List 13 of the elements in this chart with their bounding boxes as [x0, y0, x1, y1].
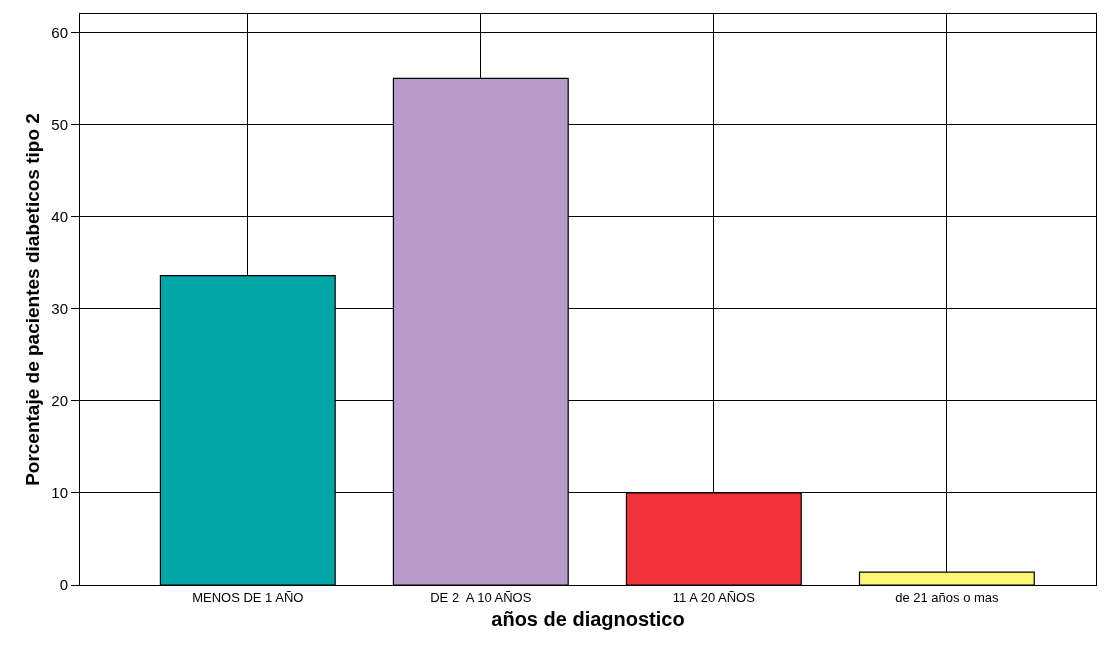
y-tick-label: 0 — [59, 576, 68, 594]
x-axis-title: años de diagnostico — [491, 608, 685, 631]
x-tick-label: 11 A 20 AÑOS — [672, 589, 756, 605]
y-tick-label: 50 — [51, 115, 68, 133]
y-tick-label: 60 — [51, 23, 68, 41]
x-tick-label: DE 2 A 10 AÑOS — [430, 589, 532, 605]
x-tick-label: MENOS DE 1 AÑO — [192, 589, 304, 605]
y-tick-label: 30 — [51, 299, 68, 317]
y-tick-label: 40 — [51, 207, 68, 225]
x-tick-label: de 21 años o mas — [895, 589, 1000, 605]
y-tick-label: 10 — [51, 484, 68, 502]
y-axis-title: Porcentaje de pacientes diabeticos tipo 2 — [22, 113, 44, 486]
y-tick-label: 20 — [51, 392, 68, 410]
